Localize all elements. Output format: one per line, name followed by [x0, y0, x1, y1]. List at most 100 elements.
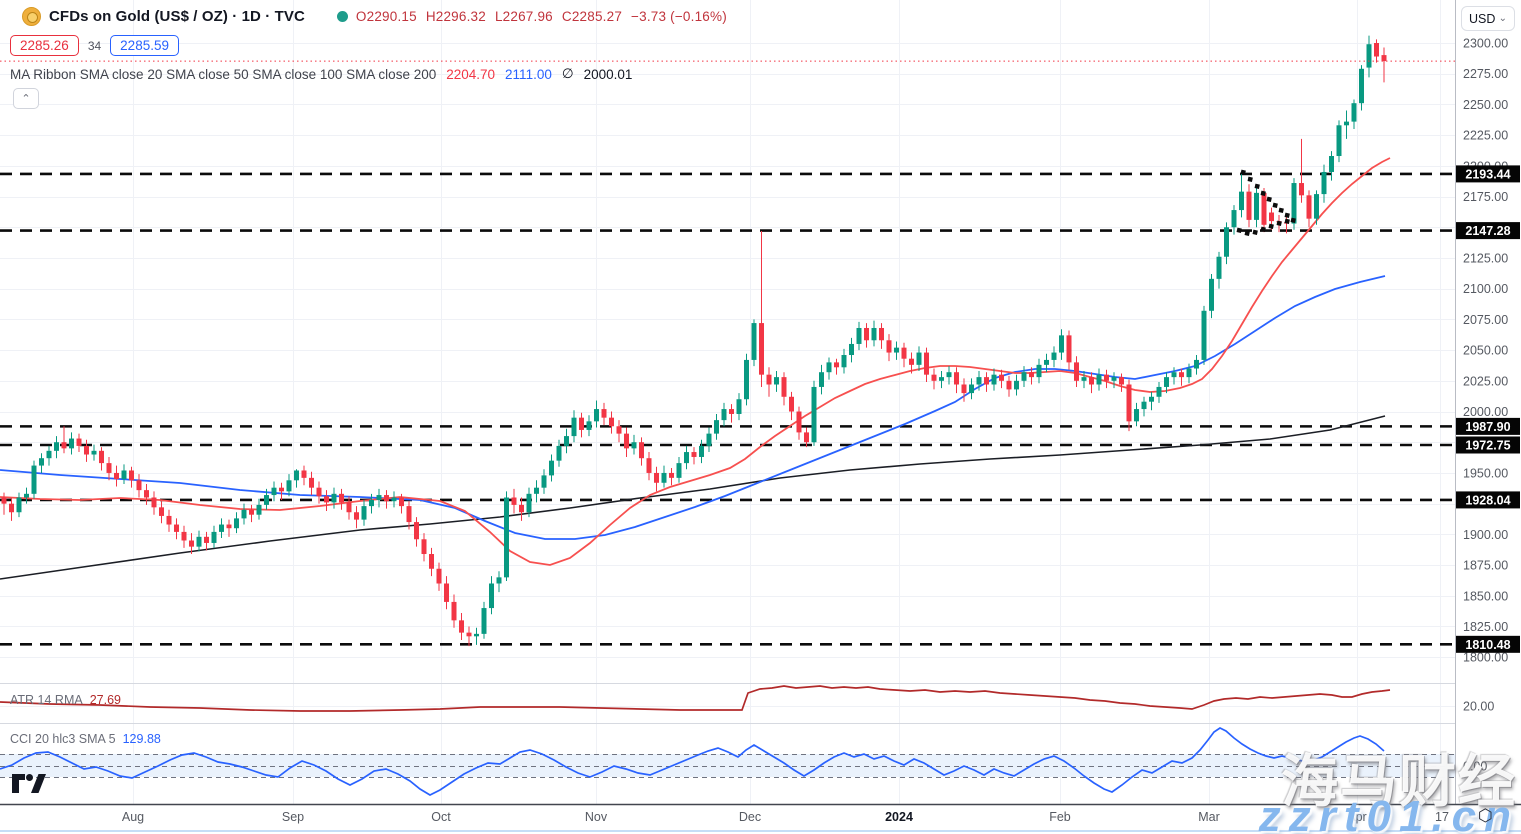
- candle-body: [1081, 377, 1087, 381]
- symbol-title[interactable]: CFDs on Gold (US$ / OZ) · 1D · TVC: [49, 8, 305, 25]
- time-tick-label[interactable]: Sep: [282, 810, 304, 824]
- ma-ribbon-value-1: 2204.70: [446, 66, 496, 82]
- price-tick-label: 1850.00: [1463, 589, 1508, 603]
- ohlc-change: −3.73 (−0.16%): [631, 9, 727, 24]
- price-tick-label: 1800.00: [1463, 651, 1508, 665]
- candle-body: [1321, 171, 1327, 195]
- candle-body: [744, 359, 749, 400]
- candle-body: [1096, 374, 1102, 385]
- candle-body: [1209, 278, 1214, 311]
- time-tick-label[interactable]: 2024: [885, 810, 913, 824]
- candle-body: [129, 470, 134, 481]
- time-tick-label[interactable]: Nov: [585, 810, 608, 824]
- candle-body: [1111, 377, 1117, 381]
- ma-ribbon-legend: MA Ribbon SMA close 20 SMA close 50 SMA …: [10, 66, 632, 82]
- candle-body: [796, 411, 802, 433]
- candle-body: [1059, 335, 1064, 353]
- candle-body: [1089, 377, 1094, 385]
- atr-tick-label: 20.00: [1463, 700, 1494, 714]
- atr-line: [0, 685, 1391, 712]
- price-axis-bg[interactable]: [1455, 0, 1521, 804]
- candle-body: [594, 409, 599, 422]
- candle-body: [1299, 183, 1304, 196]
- candle-body: [496, 577, 502, 584]
- annotation-dot: [1236, 227, 1242, 233]
- candle-body: [519, 504, 524, 513]
- sma-200-line: [0, 415, 1386, 580]
- cci-label: CCI 20 hlc3 SMA 5: [10, 732, 116, 746]
- time-tick-label[interactable]: Dec: [739, 810, 761, 824]
- candle-body: [946, 372, 952, 378]
- candle-body: [864, 327, 869, 341]
- candle-body: [196, 536, 202, 547]
- candle-body: [924, 352, 929, 375]
- candle-body: [406, 506, 412, 523]
- candle-body: [661, 472, 667, 483]
- candle-body: [991, 374, 997, 385]
- candle-body: [759, 323, 764, 375]
- time-tick-label[interactable]: Mar: [1198, 810, 1220, 824]
- candle-body: [969, 384, 974, 394]
- candle-body: [1261, 192, 1267, 225]
- candle-body: [1336, 125, 1342, 157]
- candle-body: [226, 524, 232, 529]
- candle-body: [286, 480, 292, 492]
- candle-body: [1381, 55, 1387, 62]
- candle-body: [834, 362, 839, 368]
- candle-body: [684, 452, 689, 464]
- candle-body: [234, 518, 239, 529]
- atr-label: ATR 14 RMA: [10, 693, 83, 707]
- annotation-dot: [1290, 217, 1296, 223]
- time-tick-label[interactable]: Feb: [1049, 810, 1071, 824]
- candle-body: [609, 417, 614, 427]
- candle-body: [714, 420, 719, 434]
- ask-button[interactable]: 2285.59: [110, 35, 179, 56]
- candle-body: [16, 497, 22, 513]
- currency-dropdown[interactable]: USD ⌄: [1461, 6, 1515, 31]
- price-tick-label: 2300.00: [1463, 37, 1508, 51]
- candle-body: [1134, 409, 1139, 422]
- axis-settings-gear-icon[interactable]: ⬡: [1478, 806, 1493, 825]
- candle-body: [939, 377, 944, 381]
- candle-body: [721, 409, 727, 421]
- candle-body: [1246, 191, 1252, 220]
- candle-body: [84, 445, 89, 455]
- time-tick-label[interactable]: 17: [1435, 810, 1449, 824]
- watermark-url: zzrt01.cn: [1258, 792, 1519, 834]
- time-tick-label[interactable]: Apr: [1347, 810, 1366, 824]
- collapse-legend-button[interactable]: ⌃: [13, 88, 39, 109]
- candle-body: [1119, 377, 1124, 385]
- candle-body: [999, 374, 1004, 381]
- candle-body: [894, 347, 899, 353]
- cci-legend: CCI 20 hlc3 SMA 5 129.88: [10, 732, 161, 746]
- candle-body: [1074, 362, 1079, 381]
- tradingview-logo[interactable]: [12, 773, 46, 795]
- candle-body: [616, 426, 622, 434]
- level-label-text: 2193.44: [1465, 167, 1510, 181]
- annotation-dot: [1284, 218, 1290, 224]
- candle-body: [976, 377, 982, 385]
- candle-body: [1269, 212, 1274, 222]
- price-tick-label: 2275.00: [1463, 67, 1508, 81]
- market-status-dot: [336, 11, 348, 22]
- level-label-box: [1456, 165, 1520, 183]
- annotation-dot: [1272, 202, 1278, 208]
- candle-body: [279, 487, 284, 492]
- candle-body: [1014, 380, 1019, 390]
- candle-body: [249, 509, 254, 515]
- bid-button[interactable]: 2285.26: [10, 35, 79, 56]
- candle-body: [811, 386, 817, 443]
- ohlc-close: C2285.27: [561, 9, 623, 24]
- candle-body: [781, 377, 787, 397]
- candle-body: [1141, 401, 1147, 410]
- level-label-box: [1456, 635, 1520, 653]
- candle-body: [91, 450, 97, 455]
- candle-body: [39, 458, 44, 466]
- time-tick-label[interactable]: Oct: [431, 810, 451, 824]
- time-tick-label[interactable]: Aug: [122, 810, 144, 824]
- candle-body: [466, 632, 472, 637]
- candle-body: [219, 524, 224, 532]
- ohlc-open: O2290.15: [355, 9, 417, 24]
- candle-body: [654, 472, 659, 483]
